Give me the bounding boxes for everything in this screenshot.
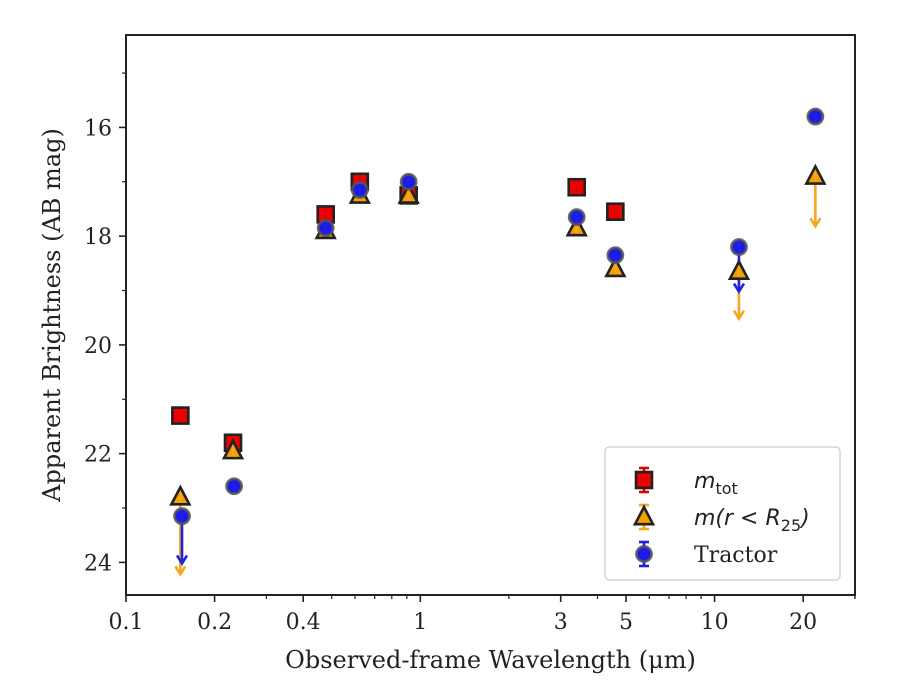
upper-limit-arrow <box>809 217 822 229</box>
x-tick-label: 0.1 <box>109 610 144 635</box>
series-m-r25 <box>169 163 827 506</box>
legend: mtot m(r < R25) Tractor <box>604 446 841 581</box>
x-tick-label: 0.2 <box>197 610 232 635</box>
series-tractor <box>173 107 825 526</box>
legend-marker <box>634 470 654 490</box>
legend-entry: mtot <box>634 466 738 498</box>
plot-frame <box>125 34 856 596</box>
data-series <box>169 107 827 577</box>
upper-limit-arrow <box>732 282 746 294</box>
y-axis-label: Apparent Brightness (AB mag) <box>38 128 66 503</box>
x-axis-ticks: 0.1 0.2 0.4 1 3 5 10 20 <box>109 595 856 635</box>
upper-limit-arrow <box>732 310 746 322</box>
legend-marker <box>632 504 656 526</box>
x-tick-label: 20 <box>789 610 817 635</box>
legend-entry: m(r < R25) <box>632 503 810 535</box>
x-tick-label: 1 <box>413 610 427 635</box>
y-tick-label: 20 <box>84 334 112 359</box>
legend-label: Tractor <box>694 543 778 568</box>
x-tick-label: 0.4 <box>286 610 321 635</box>
legend-label: mtot <box>694 469 738 498</box>
x-tick-label: 5 <box>619 610 633 635</box>
legend-frame <box>604 446 841 581</box>
x-axis-label: Observed-frame Wavelength (μm) <box>285 646 696 674</box>
upper-limit-arrow <box>175 554 189 566</box>
legend-marker <box>635 545 653 563</box>
y-tick-label: 24 <box>84 551 112 576</box>
y-axis-ticks: 16 18 20 22 24 <box>84 72 126 576</box>
y-tick-label: 18 <box>84 225 112 250</box>
y-tick-label: 16 <box>84 116 112 141</box>
legend-entry: Tractor <box>635 540 778 568</box>
x-tick-label: 10 <box>701 610 729 635</box>
x-tick-label: 3 <box>554 610 568 635</box>
y-tick-label: 22 <box>84 443 112 468</box>
legend-label: m(r < R25) <box>694 506 810 535</box>
upper-limit-arrow <box>174 565 187 577</box>
